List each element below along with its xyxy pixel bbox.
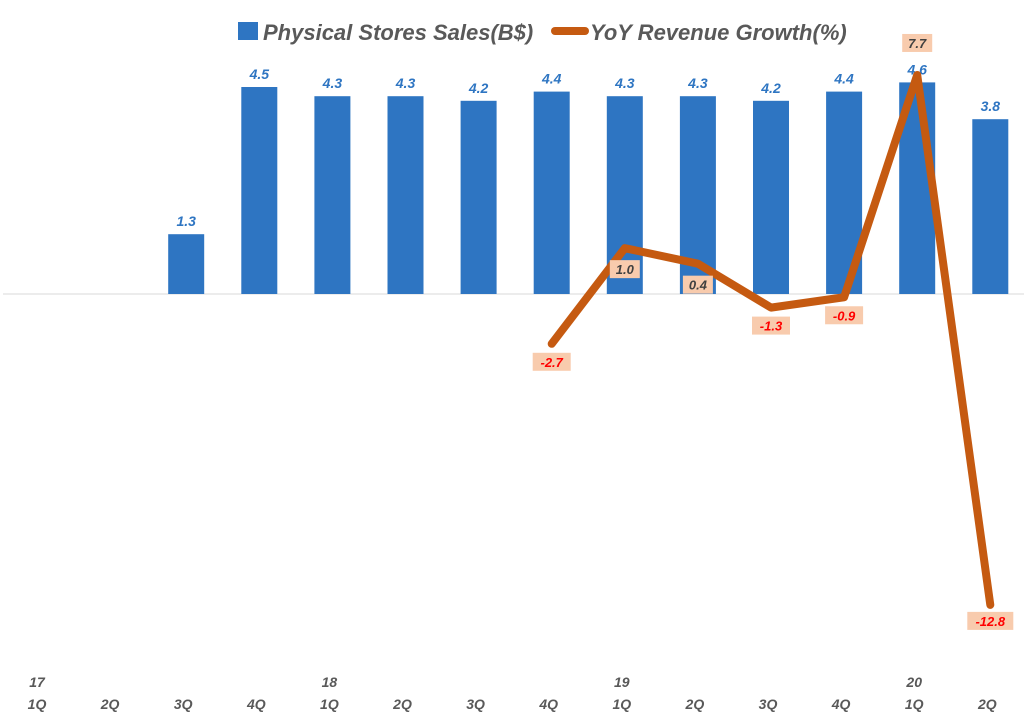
bar-data-label: 4.2 xyxy=(760,80,781,96)
x-quarter-label: 2Q xyxy=(977,696,997,712)
x-quarter-label: 3Q xyxy=(174,696,193,712)
line-label-box xyxy=(609,260,640,279)
legend: Physical Stores Sales(B$) YoY Revenue Gr… xyxy=(238,20,847,45)
bar-data-label: 4.3 xyxy=(322,75,343,91)
x-quarter-label: 2Q xyxy=(685,696,705,712)
bar-data-label: 4.6 xyxy=(906,61,927,77)
bar xyxy=(972,119,1009,294)
x-quarter-label: 3Q xyxy=(466,696,485,712)
line-data-label: 1.0 xyxy=(616,262,635,277)
line-data-label: -0.9 xyxy=(833,308,856,323)
x-quarter-label: 3Q xyxy=(759,696,778,712)
bar xyxy=(753,100,789,294)
bar xyxy=(168,234,205,294)
x-quarter-label: 1Q xyxy=(320,696,339,712)
x-year-label: 17 xyxy=(29,674,46,690)
bar-data-label: 4.3 xyxy=(687,75,708,91)
line-label-box xyxy=(682,275,713,294)
x-quarter-label: 4Q xyxy=(246,696,266,712)
line-data-label: -1.3 xyxy=(760,319,783,334)
bar-data-label: 1.3 xyxy=(176,213,196,229)
x-quarter-label: 1Q xyxy=(28,696,47,712)
bar xyxy=(460,100,497,294)
bar xyxy=(241,87,278,294)
x-year-label: 19 xyxy=(614,674,630,690)
legend-bar-label: Physical Stores Sales(B$) xyxy=(263,20,533,45)
line-data-label: 0.4 xyxy=(689,278,708,293)
line-data-label: -2.7 xyxy=(540,355,563,370)
line-label-box xyxy=(752,316,790,335)
bar-data-label: 4.3 xyxy=(614,75,635,91)
line-label-box xyxy=(967,611,1014,630)
line-label-box xyxy=(532,352,571,371)
bar-data-label: 4.5 xyxy=(249,66,270,82)
bar xyxy=(533,91,570,294)
line-label-box xyxy=(825,306,864,325)
legend-bar-swatch xyxy=(238,22,258,40)
bar-data-label: 4.2 xyxy=(468,80,489,96)
bar-data-label: 4.4 xyxy=(541,71,562,87)
x-quarter-label: 4Q xyxy=(538,696,558,712)
line-label-box xyxy=(902,33,933,52)
growth-line xyxy=(547,70,995,609)
x-quarter-label: 4Q xyxy=(831,696,851,712)
x-year-label: 18 xyxy=(322,674,338,690)
bar-data-label: 4.3 xyxy=(395,75,416,91)
bar xyxy=(387,96,424,294)
x-quarter-label: 1Q xyxy=(905,696,924,712)
line-data-label: 7.7 xyxy=(908,36,927,51)
x-quarter-label: 2Q xyxy=(100,696,120,712)
bar xyxy=(314,96,351,294)
line-data-label: -12.8 xyxy=(975,614,1005,629)
bar-data-label: 4.4 xyxy=(833,71,854,87)
x-year-label: 20 xyxy=(905,674,922,690)
x-quarter-label: 1Q xyxy=(612,696,631,712)
x-quarter-label: 2Q xyxy=(392,696,412,712)
bar-data-label: 3.8 xyxy=(981,98,1001,114)
legend-line-label: YoY Revenue Growth(%) xyxy=(590,20,847,45)
